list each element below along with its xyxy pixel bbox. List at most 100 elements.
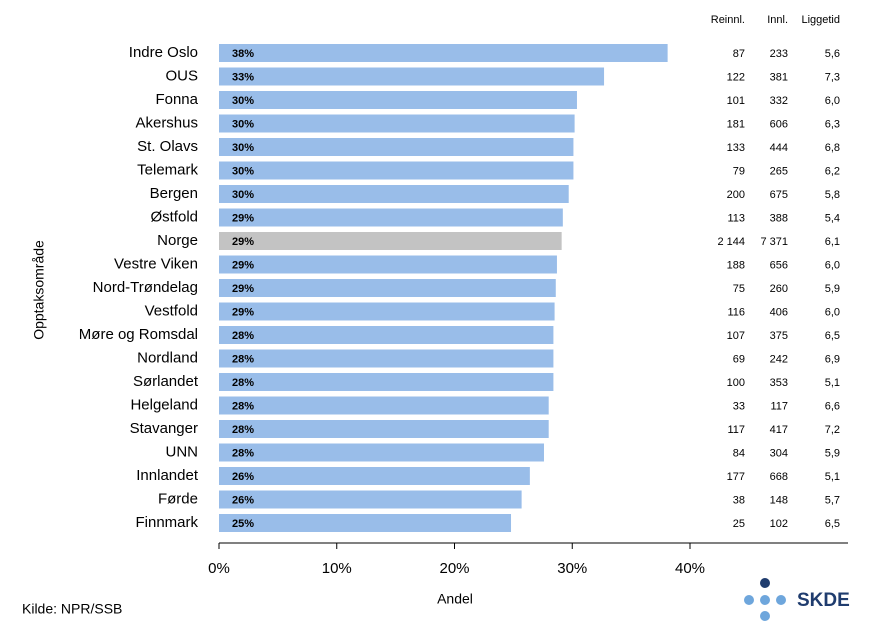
bar: [219, 514, 512, 532]
table-cell: 5,4: [825, 212, 840, 224]
table-cell: 606: [770, 118, 788, 130]
bar: [219, 91, 577, 109]
table-cell: 107: [727, 330, 745, 342]
value-label: 29%: [232, 306, 254, 318]
table-cell: 233: [770, 48, 788, 60]
table-cell: 117: [770, 400, 788, 412]
logo-text: SKDE: [797, 590, 850, 611]
table-header: Innl.: [767, 14, 788, 26]
table-cell: 6,0: [825, 259, 840, 271]
table-cell: 6,5: [825, 518, 840, 530]
bar: [219, 420, 549, 438]
table-cell: 260: [770, 283, 788, 295]
table-cell: 79: [733, 165, 745, 177]
bar: [219, 208, 563, 227]
table-cell: 100: [727, 377, 745, 389]
table-cell: 675: [770, 189, 788, 201]
table-cell: 6,2: [825, 165, 840, 177]
category-label: Nordland: [137, 349, 198, 366]
table-header: Reinnl.: [711, 14, 745, 26]
value-label: 29%: [232, 259, 254, 271]
category-label: St. Olavs: [137, 138, 198, 155]
category-label: UNN: [166, 443, 199, 460]
table-header: Liggetid: [801, 14, 840, 26]
value-label: 29%: [232, 212, 254, 224]
table-cell: 75: [733, 283, 745, 295]
category-label: Sørlandet: [133, 373, 199, 390]
value-label: 30%: [232, 95, 254, 107]
table-cell: 148: [770, 494, 788, 506]
table-cell: 6,3: [825, 118, 840, 130]
table-cell: 5,9: [825, 447, 840, 459]
table-cell: 6,5: [825, 330, 840, 342]
value-label: 33%: [232, 71, 254, 83]
table-cell: 7 371: [760, 236, 788, 248]
value-label: 28%: [232, 377, 254, 389]
table-cell: 388: [770, 212, 788, 224]
category-label: OUS: [165, 67, 198, 84]
category-label: Østfold: [150, 208, 198, 225]
table-cell: 181: [727, 118, 745, 130]
value-label: 28%: [232, 330, 254, 342]
logo: SKDE: [744, 578, 850, 621]
bar: [219, 443, 544, 462]
bar: [219, 67, 605, 86]
value-label: 29%: [232, 283, 254, 295]
x-tick-label: 20%: [439, 560, 469, 577]
category-label: Stavanger: [130, 420, 198, 437]
bar: [219, 467, 530, 485]
table-cell: 381: [770, 71, 788, 83]
table-cell: 5,1: [825, 377, 840, 389]
table-cell: 84: [733, 447, 745, 459]
bar: [219, 255, 557, 274]
value-label: 25%: [232, 518, 254, 530]
table-cell: 5,6: [825, 48, 840, 60]
category-label: Telemark: [137, 161, 198, 178]
bar: [219, 279, 556, 297]
x-tick-label: 10%: [322, 560, 352, 577]
value-label: 29%: [232, 236, 254, 248]
bar: [219, 490, 522, 509]
table-cell: 117: [727, 424, 745, 436]
table-cell: 242: [770, 353, 788, 365]
bar: [219, 185, 569, 203]
table-cell: 304: [770, 447, 788, 459]
table-cell: 353: [770, 377, 788, 389]
value-label: 30%: [232, 118, 254, 130]
bar: [219, 373, 554, 391]
table-cell: 6,0: [825, 95, 840, 107]
table-cell: 116: [727, 306, 745, 318]
category-label: Møre og Romsdal: [79, 326, 198, 343]
table-cell: 38: [733, 494, 745, 506]
value-label: 26%: [232, 471, 254, 483]
value-label: 30%: [232, 142, 254, 154]
table-cell: 5,7: [825, 494, 840, 506]
table-cell: 200: [727, 189, 745, 201]
category-label: Fonna: [155, 91, 198, 108]
table-cell: 177: [727, 471, 745, 483]
x-axis-label: Andel: [437, 591, 473, 607]
table-cell: 113: [727, 212, 745, 224]
value-label: 28%: [232, 353, 254, 365]
table-cell: 6,8: [825, 142, 840, 154]
table-cell: 375: [770, 330, 788, 342]
bar: [219, 349, 554, 368]
table-cell: 5,8: [825, 189, 840, 201]
table-cell: 5,1: [825, 471, 840, 483]
table-cell: 33: [733, 400, 745, 412]
bar: [219, 326, 554, 344]
source: Kilde: NPR/SSB: [22, 601, 122, 617]
category-label: Helgeland: [130, 396, 198, 413]
value-label: 30%: [232, 165, 254, 177]
table-cell: 122: [727, 71, 745, 83]
table-cell: 332: [770, 95, 788, 107]
category-label: Innlandet: [136, 467, 199, 484]
table-cell: 668: [770, 471, 788, 483]
category-label: Akershus: [135, 114, 198, 131]
bar: [219, 396, 549, 415]
table-cell: 6,0: [825, 306, 840, 318]
bar: [219, 302, 555, 321]
bar: [219, 232, 562, 250]
value-label: 28%: [232, 447, 254, 459]
